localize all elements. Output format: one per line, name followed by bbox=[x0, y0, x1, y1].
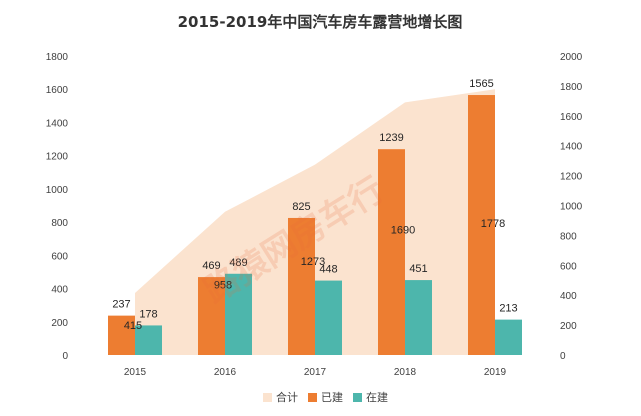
data-label-built: 825 bbox=[292, 201, 310, 213]
legend-label: 在建 bbox=[366, 390, 388, 404]
right-tick-label: 1000 bbox=[560, 202, 583, 213]
bar-built-2015 bbox=[108, 315, 135, 355]
left-tick-label: 400 bbox=[51, 285, 68, 296]
right-tick-label: 400 bbox=[560, 291, 577, 302]
data-label-building: 489 bbox=[229, 257, 247, 269]
data-label-layer: 237 469 825 1239 1565 178 489 448 451 213 415 958 12… bbox=[112, 78, 517, 332]
data-label-total: 415 bbox=[124, 320, 142, 332]
data-label-built: 1239 bbox=[379, 132, 403, 144]
legend-label: 已建 bbox=[321, 390, 343, 404]
right-tick-label: 0 bbox=[560, 351, 566, 362]
bar-building-2018 bbox=[405, 280, 432, 355]
legend-swatch bbox=[263, 393, 272, 402]
right-tick-label: 1200 bbox=[560, 172, 583, 183]
chart-legend: 合计 已建 在建 bbox=[263, 390, 388, 404]
x-axis: 2015 2016 2017 2018 2019 bbox=[124, 367, 507, 378]
data-label-total: 1273 bbox=[301, 256, 325, 268]
data-label-building: 213 bbox=[499, 303, 517, 315]
left-tick-label: 200 bbox=[51, 318, 68, 329]
left-tick-label: 1200 bbox=[46, 152, 69, 163]
bar-building-2019 bbox=[495, 319, 522, 355]
x-tick-label: 2016 bbox=[214, 367, 237, 378]
left-tick-label: 1400 bbox=[46, 118, 69, 129]
data-label-total: 958 bbox=[214, 279, 232, 291]
right-tick-label: 600 bbox=[560, 261, 577, 272]
left-tick-label: 600 bbox=[51, 251, 68, 262]
right-tick-label: 1600 bbox=[560, 112, 583, 123]
legend-label: 合计 bbox=[276, 390, 298, 404]
bar-building-2016 bbox=[225, 273, 252, 355]
left-tick-label: 0 bbox=[62, 351, 68, 362]
x-tick-label: 2017 bbox=[304, 367, 327, 378]
right-tick-label: 2000 bbox=[560, 52, 583, 63]
data-label-building: 451 bbox=[409, 263, 427, 275]
bar-built-2019 bbox=[468, 95, 495, 356]
left-tick-label: 800 bbox=[51, 218, 68, 229]
bar-building-2015 bbox=[135, 325, 162, 355]
right-tick-label: 1400 bbox=[560, 142, 583, 153]
bar-built-2018 bbox=[378, 149, 405, 355]
bar-built-2017 bbox=[288, 217, 315, 355]
x-tick-label: 2018 bbox=[394, 367, 417, 378]
left-tick-label: 1000 bbox=[46, 185, 69, 196]
data-label-built: 237 bbox=[112, 299, 130, 311]
data-label-building: 178 bbox=[139, 308, 157, 320]
legend-swatch bbox=[308, 393, 317, 402]
data-label-built: 469 bbox=[202, 260, 220, 272]
data-label-built: 1565 bbox=[469, 78, 493, 90]
left-y-axis: 0 200 400 600 800 1000 1200 1400 1600 1800 bbox=[46, 52, 69, 362]
right-tick-label: 1800 bbox=[560, 82, 583, 93]
left-tick-label: 1600 bbox=[46, 85, 69, 96]
right-tick-label: 200 bbox=[560, 321, 577, 332]
x-tick-label: 2015 bbox=[124, 367, 147, 378]
right-tick-label: 800 bbox=[560, 231, 577, 242]
chart-title: 2015-2019年中国汽车房车露营地增长图 bbox=[178, 13, 463, 31]
bar-building-2017 bbox=[315, 280, 342, 355]
bar-layer bbox=[108, 95, 522, 356]
data-label-building: 448 bbox=[319, 264, 337, 276]
right-y-axis: 0 200 400 600 800 1000 1200 1400 1600 1800 2000 bbox=[560, 52, 583, 362]
bar-built-2016 bbox=[198, 277, 225, 355]
left-tick-label: 1800 bbox=[46, 52, 69, 63]
legend-swatch bbox=[353, 393, 362, 402]
data-label-total: 1778 bbox=[481, 218, 505, 230]
x-tick-label: 2019 bbox=[484, 367, 507, 378]
data-label-total: 1690 bbox=[391, 225, 415, 237]
